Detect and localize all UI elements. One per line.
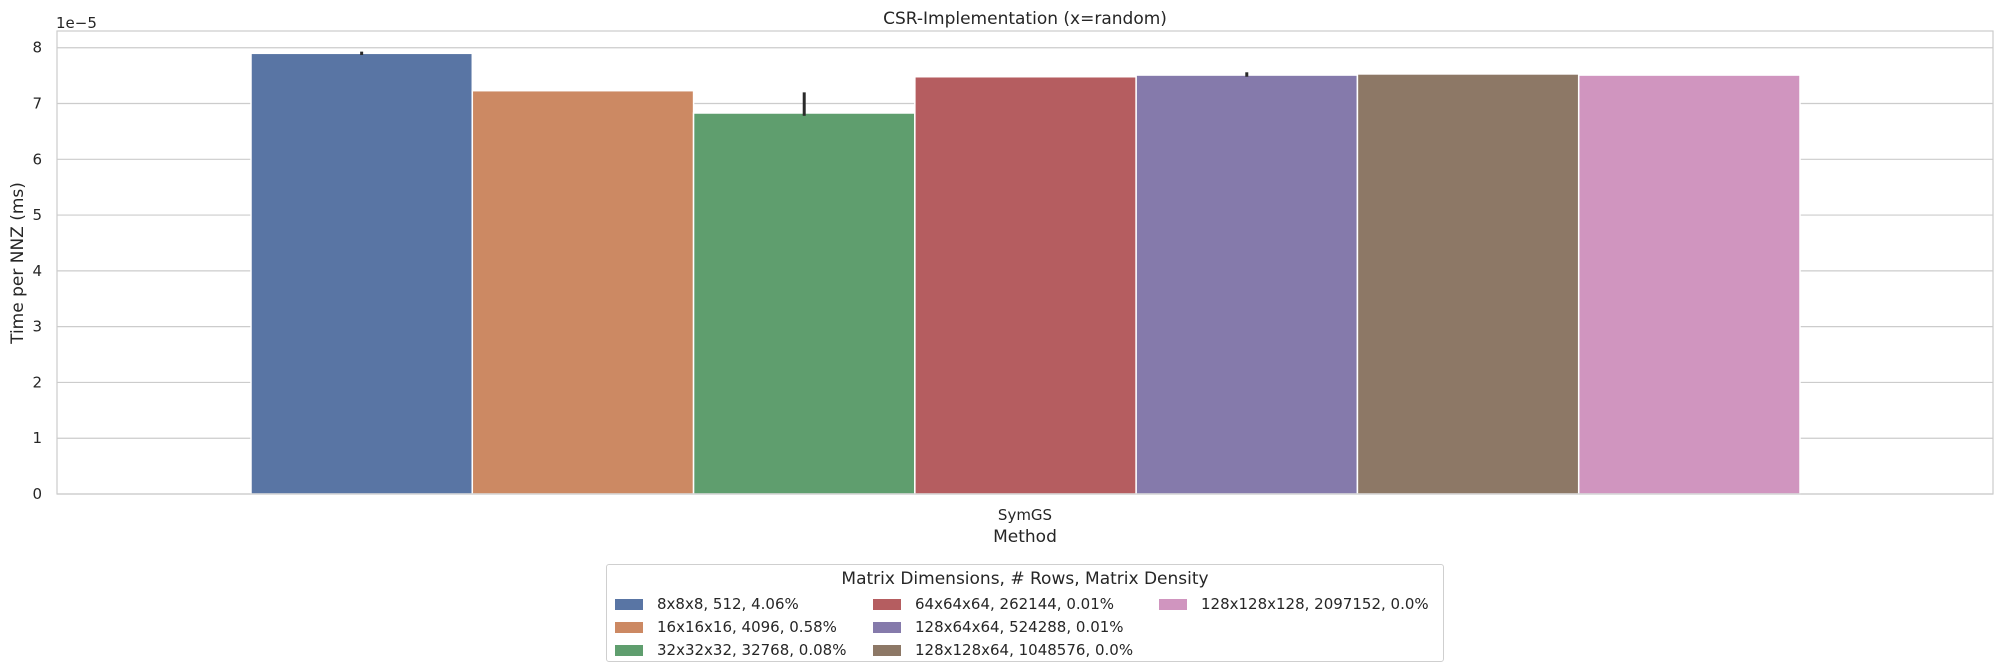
x-tick-label: SymGS xyxy=(998,506,1052,524)
legend-entry: 8x8x8, 512, 4.06% xyxy=(615,593,799,615)
y-tick-label: 4 xyxy=(32,262,42,280)
bar xyxy=(1135,74,1359,495)
legend-swatch xyxy=(615,644,643,656)
legend: Matrix Dimensions, # Rows, Matrix Densit… xyxy=(606,564,1444,662)
legend-swatch xyxy=(615,621,643,633)
plot-frame xyxy=(56,30,1994,495)
legend-label: 128x64x64, 524288, 0.01% xyxy=(915,618,1124,636)
y-tick-layer: 0 1 2 3 4 5 6 7 8 xyxy=(32,39,42,503)
bar xyxy=(692,112,916,495)
y-tick-label: 0 xyxy=(32,485,42,503)
y-tick-label: 6 xyxy=(32,150,42,168)
x-axis-label: Method xyxy=(993,527,1057,547)
legend-entry: 128x64x64, 524288, 0.01% xyxy=(873,616,1124,638)
legend-label: 64x64x64, 262144, 0.01% xyxy=(915,595,1114,613)
y-tick-label: 3 xyxy=(32,318,42,336)
legend-swatch xyxy=(873,644,901,656)
legend-title: Matrix Dimensions, # Rows, Matrix Densit… xyxy=(841,569,1209,589)
y-tick-label: 2 xyxy=(32,373,42,391)
y-axis-label: Time per NNZ (ms) xyxy=(8,182,28,345)
bar xyxy=(250,52,474,495)
chart-title: CSR-Implementation (x=random) xyxy=(883,9,1167,29)
legend-entry: 16x16x16, 4096, 0.58% xyxy=(615,616,837,638)
y-tick-label: 7 xyxy=(32,95,42,113)
legend-entry: 128x128x64, 1048576, 0.0% xyxy=(873,639,1133,661)
legend-swatch xyxy=(615,598,643,610)
y-tick-label: 8 xyxy=(32,39,42,57)
legend-label: 128x128x64, 1048576, 0.0% xyxy=(915,641,1134,659)
legend-label: 128x128x128, 2097152, 0.0% xyxy=(1201,595,1429,613)
legend-swatch xyxy=(1159,598,1187,610)
bar-layer xyxy=(250,51,1801,495)
legend-label: 16x16x16, 4096, 0.58% xyxy=(657,618,837,636)
legend-entry: 32x32x32, 32768, 0.08% xyxy=(615,639,846,661)
y-tick-label: 5 xyxy=(32,206,42,224)
bar xyxy=(1577,74,1801,495)
bar xyxy=(471,89,695,495)
y-offset-text: 1e−5 xyxy=(56,14,97,32)
y-tick-label: 1 xyxy=(32,429,42,447)
legend-label: 8x8x8, 512, 4.06% xyxy=(657,595,799,613)
legend-swatch xyxy=(873,621,901,633)
legend-entry: 128x128x128, 2097152, 0.0% xyxy=(1159,593,1429,615)
bar xyxy=(1356,73,1580,495)
legend-swatch xyxy=(873,598,901,610)
legend-entry: 64x64x64, 262144, 0.01% xyxy=(873,593,1114,615)
legend-label: 32x32x32, 32768, 0.08% xyxy=(657,641,847,659)
bar xyxy=(914,75,1137,495)
